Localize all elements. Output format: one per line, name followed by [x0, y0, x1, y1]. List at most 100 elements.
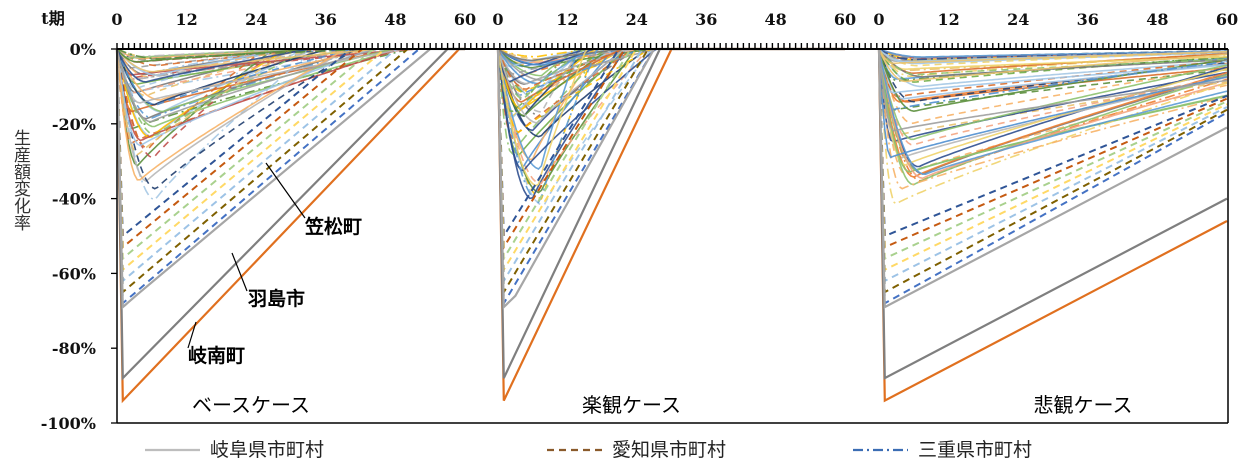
series-line	[116, 48, 465, 67]
x-tick-label: 48	[1146, 10, 1168, 29]
x-tick-label: 60	[1216, 10, 1238, 29]
series-line	[497, 48, 644, 285]
series-line	[116, 48, 465, 94]
series-line	[497, 48, 845, 113]
series-lines	[115, 47, 1228, 404]
x-tick-label: 12	[937, 10, 959, 29]
series-line	[497, 48, 845, 85]
y-tick-label: -80%	[52, 339, 96, 358]
series-line	[116, 48, 465, 137]
x-axis-title: t期	[41, 9, 64, 28]
series-line	[116, 48, 465, 73]
series-line	[878, 48, 1228, 83]
series-line	[878, 48, 1228, 111]
series-line	[497, 48, 845, 170]
series-line	[878, 48, 1228, 75]
series-line	[116, 48, 465, 60]
text-labels: ベースケース 0 12 24 36 48 60 楽観ケース 0 12 24 36 48 60 悲観ケース 0 1…	[10, 9, 1238, 461]
series-line-ginan	[115, 47, 465, 404]
series-line-hashima	[496, 47, 845, 379]
x-tick-label: 24	[245, 10, 267, 29]
series-line	[116, 48, 465, 181]
panel-title: 悲観ケース	[1034, 393, 1133, 417]
series-line	[878, 48, 1228, 141]
series-line	[878, 48, 1228, 111]
series-line	[116, 48, 465, 58]
legend-label: 岐阜県市町村	[210, 439, 324, 461]
x-tick-label: 24	[1007, 10, 1029, 29]
series-line	[116, 48, 465, 60]
series-line	[497, 48, 845, 100]
series-line	[116, 48, 465, 106]
series-line	[878, 48, 1228, 166]
series-line	[497, 48, 845, 206]
y-tick-label: -60%	[52, 264, 96, 283]
y-tick-label: -20%	[52, 115, 96, 134]
series-line	[878, 48, 1227, 58]
series-line	[878, 48, 1228, 190]
axes	[111, 43, 1229, 424]
x-tick-label: 60	[834, 10, 856, 29]
annotation-label: 笠松町	[304, 215, 362, 238]
series-line	[878, 48, 1228, 180]
panel-title: 楽観ケース	[582, 393, 681, 417]
series-line	[878, 48, 1228, 88]
series-line	[878, 48, 1228, 143]
x-tick-label: 0	[111, 10, 122, 29]
x-tick-label: 36	[695, 10, 717, 29]
y-axis-title: 生産額変化率	[10, 129, 31, 231]
series-line	[116, 48, 465, 59]
series-line	[497, 48, 845, 62]
x-tick-label: 36	[1077, 10, 1099, 29]
series-line	[878, 48, 1228, 61]
series-line	[497, 48, 845, 113]
annotation-leader	[265, 162, 306, 219]
x-tick-label: 12	[556, 10, 578, 29]
x-tick-label: 36	[315, 10, 337, 29]
x-tick-label: 60	[454, 10, 476, 29]
series-line	[878, 48, 1228, 103]
series-line	[497, 48, 845, 83]
series-line	[116, 48, 465, 104]
annotation-leader	[231, 252, 248, 292]
series-line-ginan	[496, 47, 845, 402]
series-line	[116, 48, 465, 128]
series-line	[878, 48, 1228, 186]
series-line	[116, 48, 465, 123]
x-tick-label: 0	[873, 10, 884, 29]
legend-label: 愛知県市町村	[612, 439, 726, 461]
series-line	[878, 48, 1228, 159]
series-line	[116, 48, 465, 190]
series-line	[116, 48, 465, 78]
x-tick-label: 0	[492, 10, 503, 29]
series-line	[497, 48, 845, 134]
annotation-label: 羽島市	[248, 287, 305, 310]
series-line	[116, 48, 465, 201]
series-line	[497, 48, 845, 87]
series-line	[497, 48, 845, 187]
series-line	[497, 48, 845, 69]
series-line	[497, 48, 845, 124]
series-line-kasamatsu	[115, 47, 465, 310]
series-line	[116, 48, 465, 97]
x-tick-label: 48	[384, 10, 406, 29]
series-line	[878, 48, 1228, 176]
x-tick-label: 48	[764, 10, 786, 29]
series-line	[116, 48, 465, 139]
series-line	[878, 48, 1228, 132]
annotation-leader	[187, 321, 197, 349]
series-line	[497, 48, 845, 103]
series-line	[878, 48, 1228, 125]
panel-title: ベースケース	[192, 393, 310, 417]
y-tick-label: -100%	[41, 414, 96, 433]
x-tick-label: 12	[175, 10, 197, 29]
series-line-kasamatsu	[877, 48, 1228, 309]
series-line	[878, 48, 1228, 83]
y-tick-label: -40%	[52, 190, 96, 209]
series-line	[497, 48, 845, 70]
series-line	[116, 48, 465, 79]
y-tick-label: 0%	[70, 40, 96, 59]
series-line	[116, 48, 465, 83]
